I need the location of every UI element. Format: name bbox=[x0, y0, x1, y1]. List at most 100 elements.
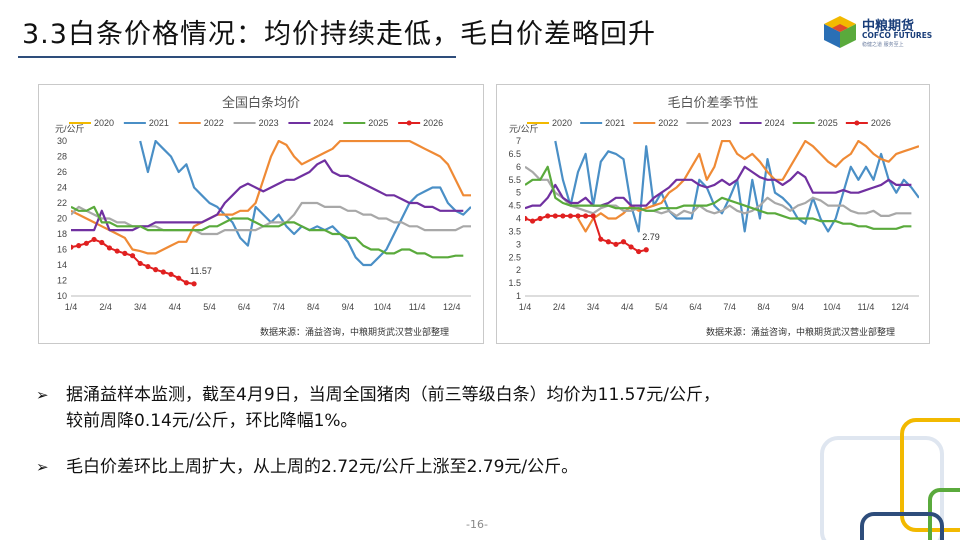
series-point-2026 bbox=[71, 244, 74, 250]
x-tick-label: 11/4 bbox=[409, 302, 426, 312]
svg-text:2020: 2020 bbox=[94, 118, 114, 128]
bullet-item: ➢ 毛白价差环比上周扩大，从上周的2.72元/公斤上涨至2.79元/公斤。 bbox=[36, 454, 916, 480]
x-tick-label: 4/4 bbox=[621, 302, 634, 312]
y-tick-label: 10 bbox=[57, 291, 67, 301]
y-tick-label: 6.5 bbox=[508, 149, 521, 159]
x-tick-label: 5/4 bbox=[203, 302, 216, 312]
legend-item-2025: 2025 bbox=[792, 118, 838, 128]
x-tick-label: 6/4 bbox=[238, 302, 251, 312]
series-point-2026 bbox=[552, 213, 558, 219]
chart-price-spread: 毛白价差季节性 2020 2021 2022 2023 2024 2025 2026 元/公斤 1… bbox=[508, 95, 919, 338]
series-point-2026 bbox=[583, 213, 589, 219]
x-tick-label: 12/4 bbox=[443, 302, 461, 312]
series-point-2026 bbox=[598, 236, 604, 242]
series-line-2022 bbox=[577, 140, 919, 233]
series-point-2026 bbox=[183, 280, 189, 286]
series-point-2026 bbox=[529, 218, 536, 224]
series-point-2026 bbox=[106, 245, 113, 251]
series-point-2026 bbox=[122, 250, 128, 256]
title-underline bbox=[18, 56, 456, 58]
slide-title: 3.3白条价格情况：均价持续走低，毛白价差略回升 bbox=[22, 19, 656, 50]
svg-text:2025: 2025 bbox=[818, 118, 838, 128]
x-tick-label: 3/4 bbox=[587, 302, 600, 312]
x-tick-label: 2/4 bbox=[99, 302, 112, 312]
series-point-2026 bbox=[560, 213, 566, 219]
bullet-arrow-icon: ➢ bbox=[36, 458, 49, 476]
bullet-line: 毛白价差环比上周扩大，从上周的2.72元/公斤上涨至2.79元/公斤。 bbox=[66, 457, 579, 477]
series-line-2024 bbox=[71, 159, 464, 232]
svg-text:2020: 2020 bbox=[552, 118, 572, 128]
x-tick-label: 3/4 bbox=[134, 302, 147, 312]
y-tick-label: 22 bbox=[57, 198, 67, 208]
series-point-2026 bbox=[91, 236, 97, 243]
series-point-2026 bbox=[545, 213, 551, 219]
cofco-logo: 中粮期货 COFCO FUTURES 稳健之道 服务至上 bbox=[820, 14, 940, 50]
y-tick-label: 2 bbox=[516, 265, 521, 275]
legend-item-2023: 2023 bbox=[686, 118, 731, 128]
legend-item-2020: 2020 bbox=[527, 118, 572, 128]
bullet-list: ➢ 据涌益样本监测，截至4月9日，当周全国猪肉（前三等级白条）均价为11.57元… bbox=[36, 382, 916, 480]
y-tick-label: 4.5 bbox=[508, 201, 521, 211]
svg-text:2025: 2025 bbox=[368, 118, 388, 128]
x-tick-label: 10/4 bbox=[374, 302, 392, 312]
y-tick-label: 24 bbox=[57, 183, 67, 193]
y-tick-label: 14 bbox=[57, 260, 67, 270]
y-tick-label: 18 bbox=[57, 229, 67, 239]
series-line-2026 bbox=[525, 214, 647, 253]
y-tick-label: 5 bbox=[516, 188, 521, 198]
y-tick-label: 4 bbox=[516, 214, 521, 224]
series-line-2026 bbox=[71, 238, 195, 285]
cofco-logo-icon bbox=[824, 16, 856, 48]
svg-text:2021: 2021 bbox=[605, 118, 625, 128]
chart-title: 毛白价差季节性 bbox=[667, 95, 758, 111]
series-line-2024 bbox=[525, 165, 912, 210]
logo-name-cn: 中粮期货 bbox=[862, 19, 915, 34]
y-tick-label: 20 bbox=[57, 214, 67, 224]
y-tick-label: 30 bbox=[57, 136, 67, 146]
y-tick-label: 26 bbox=[57, 167, 67, 177]
x-tick-label: 8/4 bbox=[757, 302, 770, 312]
legend-item-2024: 2024 bbox=[739, 118, 785, 128]
chart-panel-price-spread: 毛白价差季节性 2020 2021 2022 2023 2024 2025 2026 元/公斤 1… bbox=[496, 84, 930, 344]
x-tick-label: 8/4 bbox=[307, 302, 320, 312]
x-tick-label: 6/4 bbox=[689, 302, 702, 312]
series-point-2026 bbox=[537, 215, 543, 222]
series-point-2026 bbox=[153, 267, 159, 273]
series-point-2026 bbox=[605, 239, 611, 245]
x-tick-label: 11/4 bbox=[858, 302, 875, 312]
x-tick-label: 7/4 bbox=[723, 302, 736, 312]
series-point-2026 bbox=[83, 240, 89, 246]
page-number: -16- bbox=[466, 518, 488, 531]
legend-item-2020: 2020 bbox=[69, 118, 114, 128]
data-label-latest: 2.79 bbox=[642, 232, 660, 242]
legend-item-2026: 2026 bbox=[398, 118, 443, 128]
series-point-2026 bbox=[620, 239, 627, 245]
y-tick-label: 1.5 bbox=[508, 278, 521, 288]
series-point-2026 bbox=[191, 281, 197, 287]
y-tick-label: 1 bbox=[516, 291, 521, 301]
y-axis-unit: 元/公斤 bbox=[509, 124, 539, 134]
x-tick-label: 1/4 bbox=[519, 302, 532, 312]
y-tick-label: 3.5 bbox=[508, 226, 521, 236]
series-point-2026 bbox=[137, 260, 143, 267]
logo-slogan: 稳健之道 服务至上 bbox=[862, 42, 904, 48]
svg-text:2026: 2026 bbox=[423, 118, 443, 128]
svg-text:2021: 2021 bbox=[149, 118, 169, 128]
svg-text:2023: 2023 bbox=[711, 118, 731, 128]
legend-item-2024: 2024 bbox=[288, 118, 333, 128]
legend-item-2022: 2022 bbox=[178, 118, 224, 128]
svg-text:2022: 2022 bbox=[658, 118, 678, 128]
logo-name-en: COFCO FUTURES bbox=[862, 31, 933, 40]
chart-title: 全国白条均价 bbox=[222, 95, 300, 111]
legend-item-2025: 2025 bbox=[343, 118, 388, 128]
legend-item-2026: 2026 bbox=[845, 118, 891, 128]
x-tick-label: 2/4 bbox=[553, 302, 566, 312]
y-axis-unit: 元/公斤 bbox=[55, 124, 85, 134]
series-line-2023 bbox=[525, 165, 912, 217]
y-tick-label: 7 bbox=[516, 136, 521, 146]
series-point-2026 bbox=[575, 213, 581, 219]
series-point-2026 bbox=[114, 248, 120, 254]
y-tick-label: 12 bbox=[57, 276, 67, 286]
svg-text:2024: 2024 bbox=[765, 118, 785, 128]
